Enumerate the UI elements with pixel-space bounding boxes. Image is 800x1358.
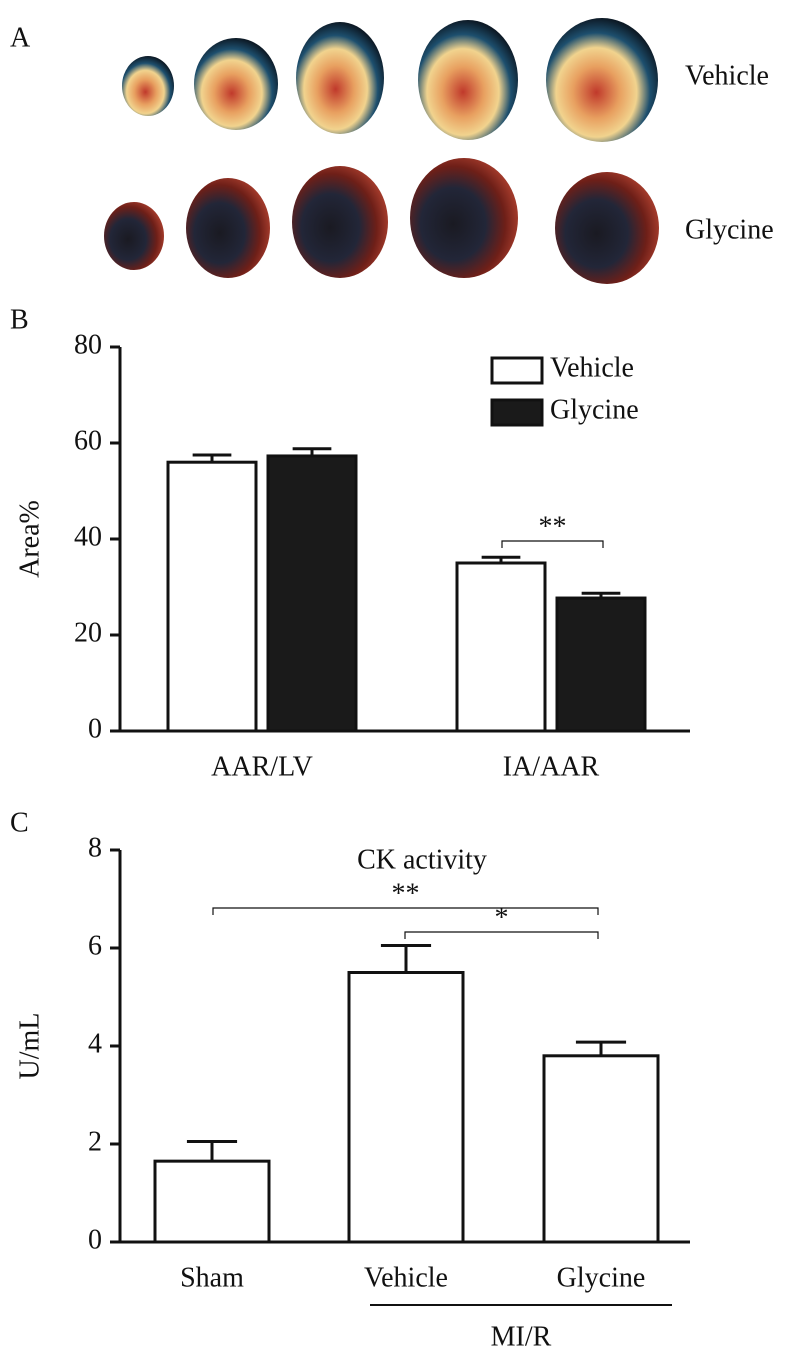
x-tick-label: AAR/LV [211,751,313,782]
y-tick-label: 80 [74,329,102,360]
group-label: MI/R [491,1321,552,1352]
heart-slice [122,56,174,116]
significance-label: * [495,902,509,933]
y-tick-label: 60 [74,425,102,456]
bar [455,561,547,733]
heart-slice [296,22,384,134]
legend-swatch [490,398,544,427]
bar [347,971,465,1244]
y-tick-label: 6 [88,930,102,961]
y-axis-label: Area% [14,500,45,578]
heart-slices [104,18,659,284]
y-tick-label: 4 [88,1028,102,1059]
panel-label: A [10,22,31,53]
significance-label: ** [539,511,567,542]
panel-label: B [10,304,29,335]
significance-bracket [501,540,604,548]
heart-slice [418,20,518,140]
heart-slice [292,166,388,278]
y-tick-label: 0 [88,713,102,744]
legend-swatch [490,356,544,385]
y-tick-label: 2 [88,1126,102,1157]
heart-slice [104,202,164,270]
legend-label: Glycine [550,394,639,425]
legend-label: Vehicle [550,352,634,383]
chart-title: CK activity [357,844,487,875]
y-tick-label: 8 [88,832,102,863]
x-tick-label: Sham [180,1262,244,1293]
significance-bracket [212,907,599,915]
heart-slice [555,172,659,284]
x-tick-label: IA/AAR [503,751,600,782]
x-tick-label: Glycine [557,1262,646,1293]
heart-slice [194,38,278,130]
heart-slice [546,18,658,142]
row-label: Vehicle [685,60,769,91]
heart-slice [410,158,518,278]
bar [266,454,358,733]
significance-bracket [404,931,599,939]
y-tick-label: 40 [74,521,102,552]
y-tick-label: 20 [74,617,102,648]
bar [153,1159,271,1244]
bar [542,1054,660,1244]
significance-label: ** [392,878,420,909]
y-axis-label: U/mL [14,1013,45,1080]
panel-label: C [10,807,29,838]
bar [555,596,647,733]
bar [166,460,258,733]
row-label: Glycine [685,214,774,245]
heart-slice [186,178,270,278]
y-tick-label: 0 [88,1224,102,1255]
x-tick-label: Vehicle [364,1262,448,1293]
